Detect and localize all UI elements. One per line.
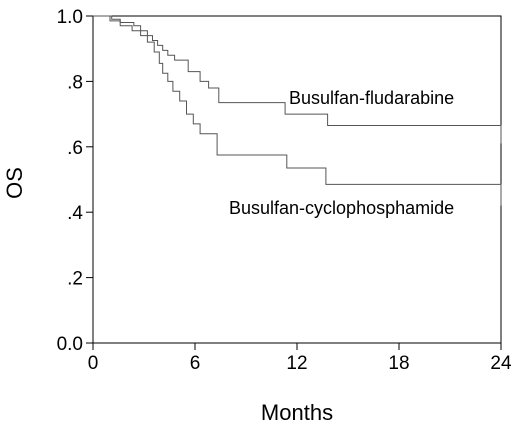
y-axis-title: OS: [2, 167, 27, 199]
series-line-busulfan-fludarabine: [93, 15, 502, 144]
x-axis-title: Months: [261, 400, 333, 425]
x-tick-label: 24: [490, 353, 512, 374]
y-tick-label: .6: [67, 138, 83, 159]
x-tick-label: 18: [388, 353, 409, 374]
plot-area: 0 6 12 18 24 0.0 .2 .4 .6 .8 1.0: [57, 7, 512, 374]
y-tick-label: .2: [67, 269, 83, 290]
series-line-busulfan-cyclophosphamide: [93, 15, 502, 206]
x-tick-label: 12: [286, 353, 307, 374]
x-tick-label: 6: [190, 353, 201, 374]
plot-frame: [92, 15, 502, 344]
series-label-busulfan-cyclophosphamide: Busulfan-cyclophosphamide: [229, 198, 454, 218]
y-tick-label: .8: [67, 72, 83, 93]
series-label-busulfan-fludarabine: Busulfan-fludarabine: [289, 88, 454, 108]
y-tick-label: 1.0: [57, 7, 83, 28]
x-tick-label: 0: [88, 353, 99, 374]
y-tick-label: .4: [67, 203, 83, 224]
y-tick-label: 0.0: [57, 334, 83, 355]
